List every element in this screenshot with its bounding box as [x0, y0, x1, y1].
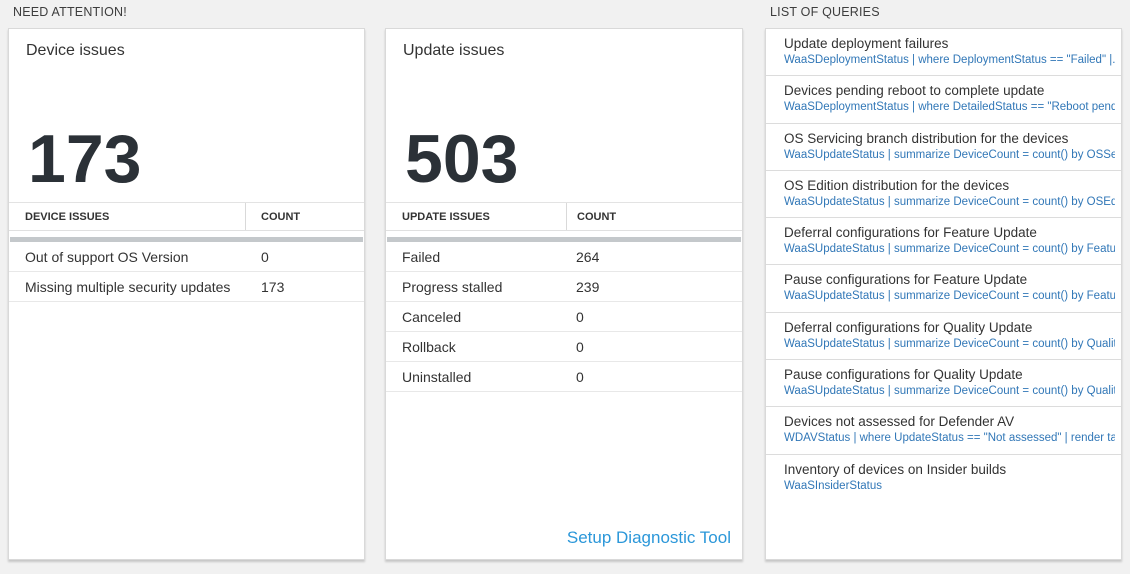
table-header-divider-bar [387, 237, 741, 242]
query-text: WaaSUpdateStatus | summarize DeviceCount… [784, 148, 1115, 161]
table-row[interactable]: Uninstalled 0 [386, 362, 742, 392]
row-label: Missing multiple security updates [25, 278, 231, 295]
query-title: Devices not assessed for Defender AV [784, 414, 1015, 430]
query-title: Pause configurations for Feature Update [784, 272, 1028, 288]
setup-diagnostic-tool-link[interactable]: Setup Diagnostic Tool [566, 528, 731, 547]
query-title: OS Edition distribution for the devices [784, 177, 1010, 193]
update-issues-tile[interactable]: Update issues 503 [386, 29, 742, 201]
query-list-item[interactable]: Deferral configurations for Feature Upda… [766, 218, 1121, 266]
update-issues-card: Update issues 503 UPDATE ISSUES COUNT Fa… [385, 28, 743, 560]
row-count: 0 [576, 368, 584, 385]
query-title: Update deployment failures [784, 36, 949, 51]
query-list-item[interactable]: Inventory of devices on Insider builds W… [766, 455, 1121, 502]
query-text: WaaSUpdateStatus | summarize DeviceCount… [784, 195, 1115, 208]
query-text: WaaSUpdateStatus | summarize DeviceCount… [784, 290, 1115, 303]
query-title: Devices pending reboot to complete updat… [784, 83, 1045, 99]
count-header-cell: COUNT [245, 203, 364, 230]
query-list-item[interactable]: OS Servicing branch distribution for the… [766, 124, 1121, 171]
row-label: Out of support OS Version [25, 248, 189, 265]
row-count: 0 [576, 308, 584, 325]
query-title: Deferral configurations for Feature Upda… [784, 225, 1037, 241]
query-text: WaaSDeploymentStatus | where DetailedSta… [784, 101, 1115, 114]
update-issues-title: Update issues [403, 42, 505, 59]
device-issues-tile[interactable]: Device issues 173 [9, 29, 364, 201]
row-label: Canceled [402, 308, 462, 325]
query-title: Deferral configurations for Quality Upda… [784, 319, 1033, 335]
query-list-item[interactable]: Update deployment failures WaaSDeploymen… [766, 29, 1121, 77]
query-list-item[interactable]: Pause configurations for Quality Update … [766, 360, 1121, 408]
table-row[interactable]: Progress stalled 239 [386, 272, 742, 302]
query-title: OS Servicing branch distribution for the… [784, 130, 1069, 146]
update-issues-count: 503 [405, 121, 519, 197]
table-row[interactable]: Rollback 0 [386, 332, 742, 362]
device-issues-header-cell: DEVICE ISSUES [25, 210, 110, 223]
device-issues-count: 173 [28, 121, 142, 197]
query-text: WaaSUpdateStatus | summarize DeviceCount… [784, 337, 1115, 350]
device-issues-card: Device issues 173 DEVICE ISSUES COUNT Ou… [8, 28, 365, 560]
row-count: 0 [576, 338, 584, 355]
row-count: 239 [576, 278, 600, 295]
row-count: 173 [261, 278, 285, 295]
device-issues-table-header: DEVICE ISSUES COUNT [9, 202, 364, 231]
query-text: WaaSDeploymentStatus | where DeploymentS… [784, 54, 1115, 66]
query-list-item[interactable]: Devices pending reboot to complete updat… [766, 76, 1121, 124]
query-text: WaaSUpdateStatus | summarize DeviceCount… [784, 385, 1115, 398]
query-title: Pause configurations for Quality Update [784, 367, 1023, 383]
query-list-item[interactable]: Deferral configurations for Quality Upda… [766, 313, 1121, 361]
list-of-queries-section-label: LIST OF QUERIES [770, 5, 880, 19]
query-text: WDAVStatus | where UpdateStatus == "Not … [784, 432, 1115, 445]
need-attention-section-label: NEED ATTENTION! [13, 5, 127, 19]
update-issues-table: UPDATE ISSUES COUNT Failed 264 Progress … [386, 202, 742, 392]
query-title: Inventory of devices on Insider builds [784, 461, 1007, 477]
update-issues-header-cell: UPDATE ISSUES [402, 210, 490, 223]
table-row[interactable]: Failed 264 [386, 242, 742, 272]
query-list-item[interactable]: Pause configurations for Feature Update … [766, 265, 1121, 313]
table-header-divider-bar [10, 237, 363, 242]
query-text: WaaSUpdateStatus | summarize DeviceCount… [784, 243, 1115, 256]
row-count: 0 [261, 248, 269, 265]
table-row[interactable]: Canceled 0 [386, 302, 742, 332]
row-label: Uninstalled [402, 368, 472, 385]
row-count: 264 [576, 248, 600, 265]
query-list-item[interactable]: Devices not assessed for Defender AV WDA… [766, 407, 1121, 455]
row-label: Failed [402, 248, 441, 265]
query-list-item[interactable]: OS Edition distribution for the devices … [766, 171, 1121, 219]
table-row[interactable]: Out of support OS Version 0 [9, 242, 364, 272]
row-label: Progress stalled [402, 278, 503, 295]
count-header-cell: COUNT [566, 203, 742, 230]
device-issues-title: Device issues [26, 42, 125, 59]
update-issues-table-header: UPDATE ISSUES COUNT [386, 202, 742, 231]
query-text: WaaSInsiderStatus [784, 479, 883, 492]
row-label: Rollback [402, 338, 456, 355]
list-of-queries-panel: Update deployment failures WaaSDeploymen… [765, 28, 1122, 560]
table-row[interactable]: Missing multiple security updates 173 [9, 272, 364, 302]
device-issues-table: DEVICE ISSUES COUNT Out of support OS Ve… [9, 202, 364, 302]
